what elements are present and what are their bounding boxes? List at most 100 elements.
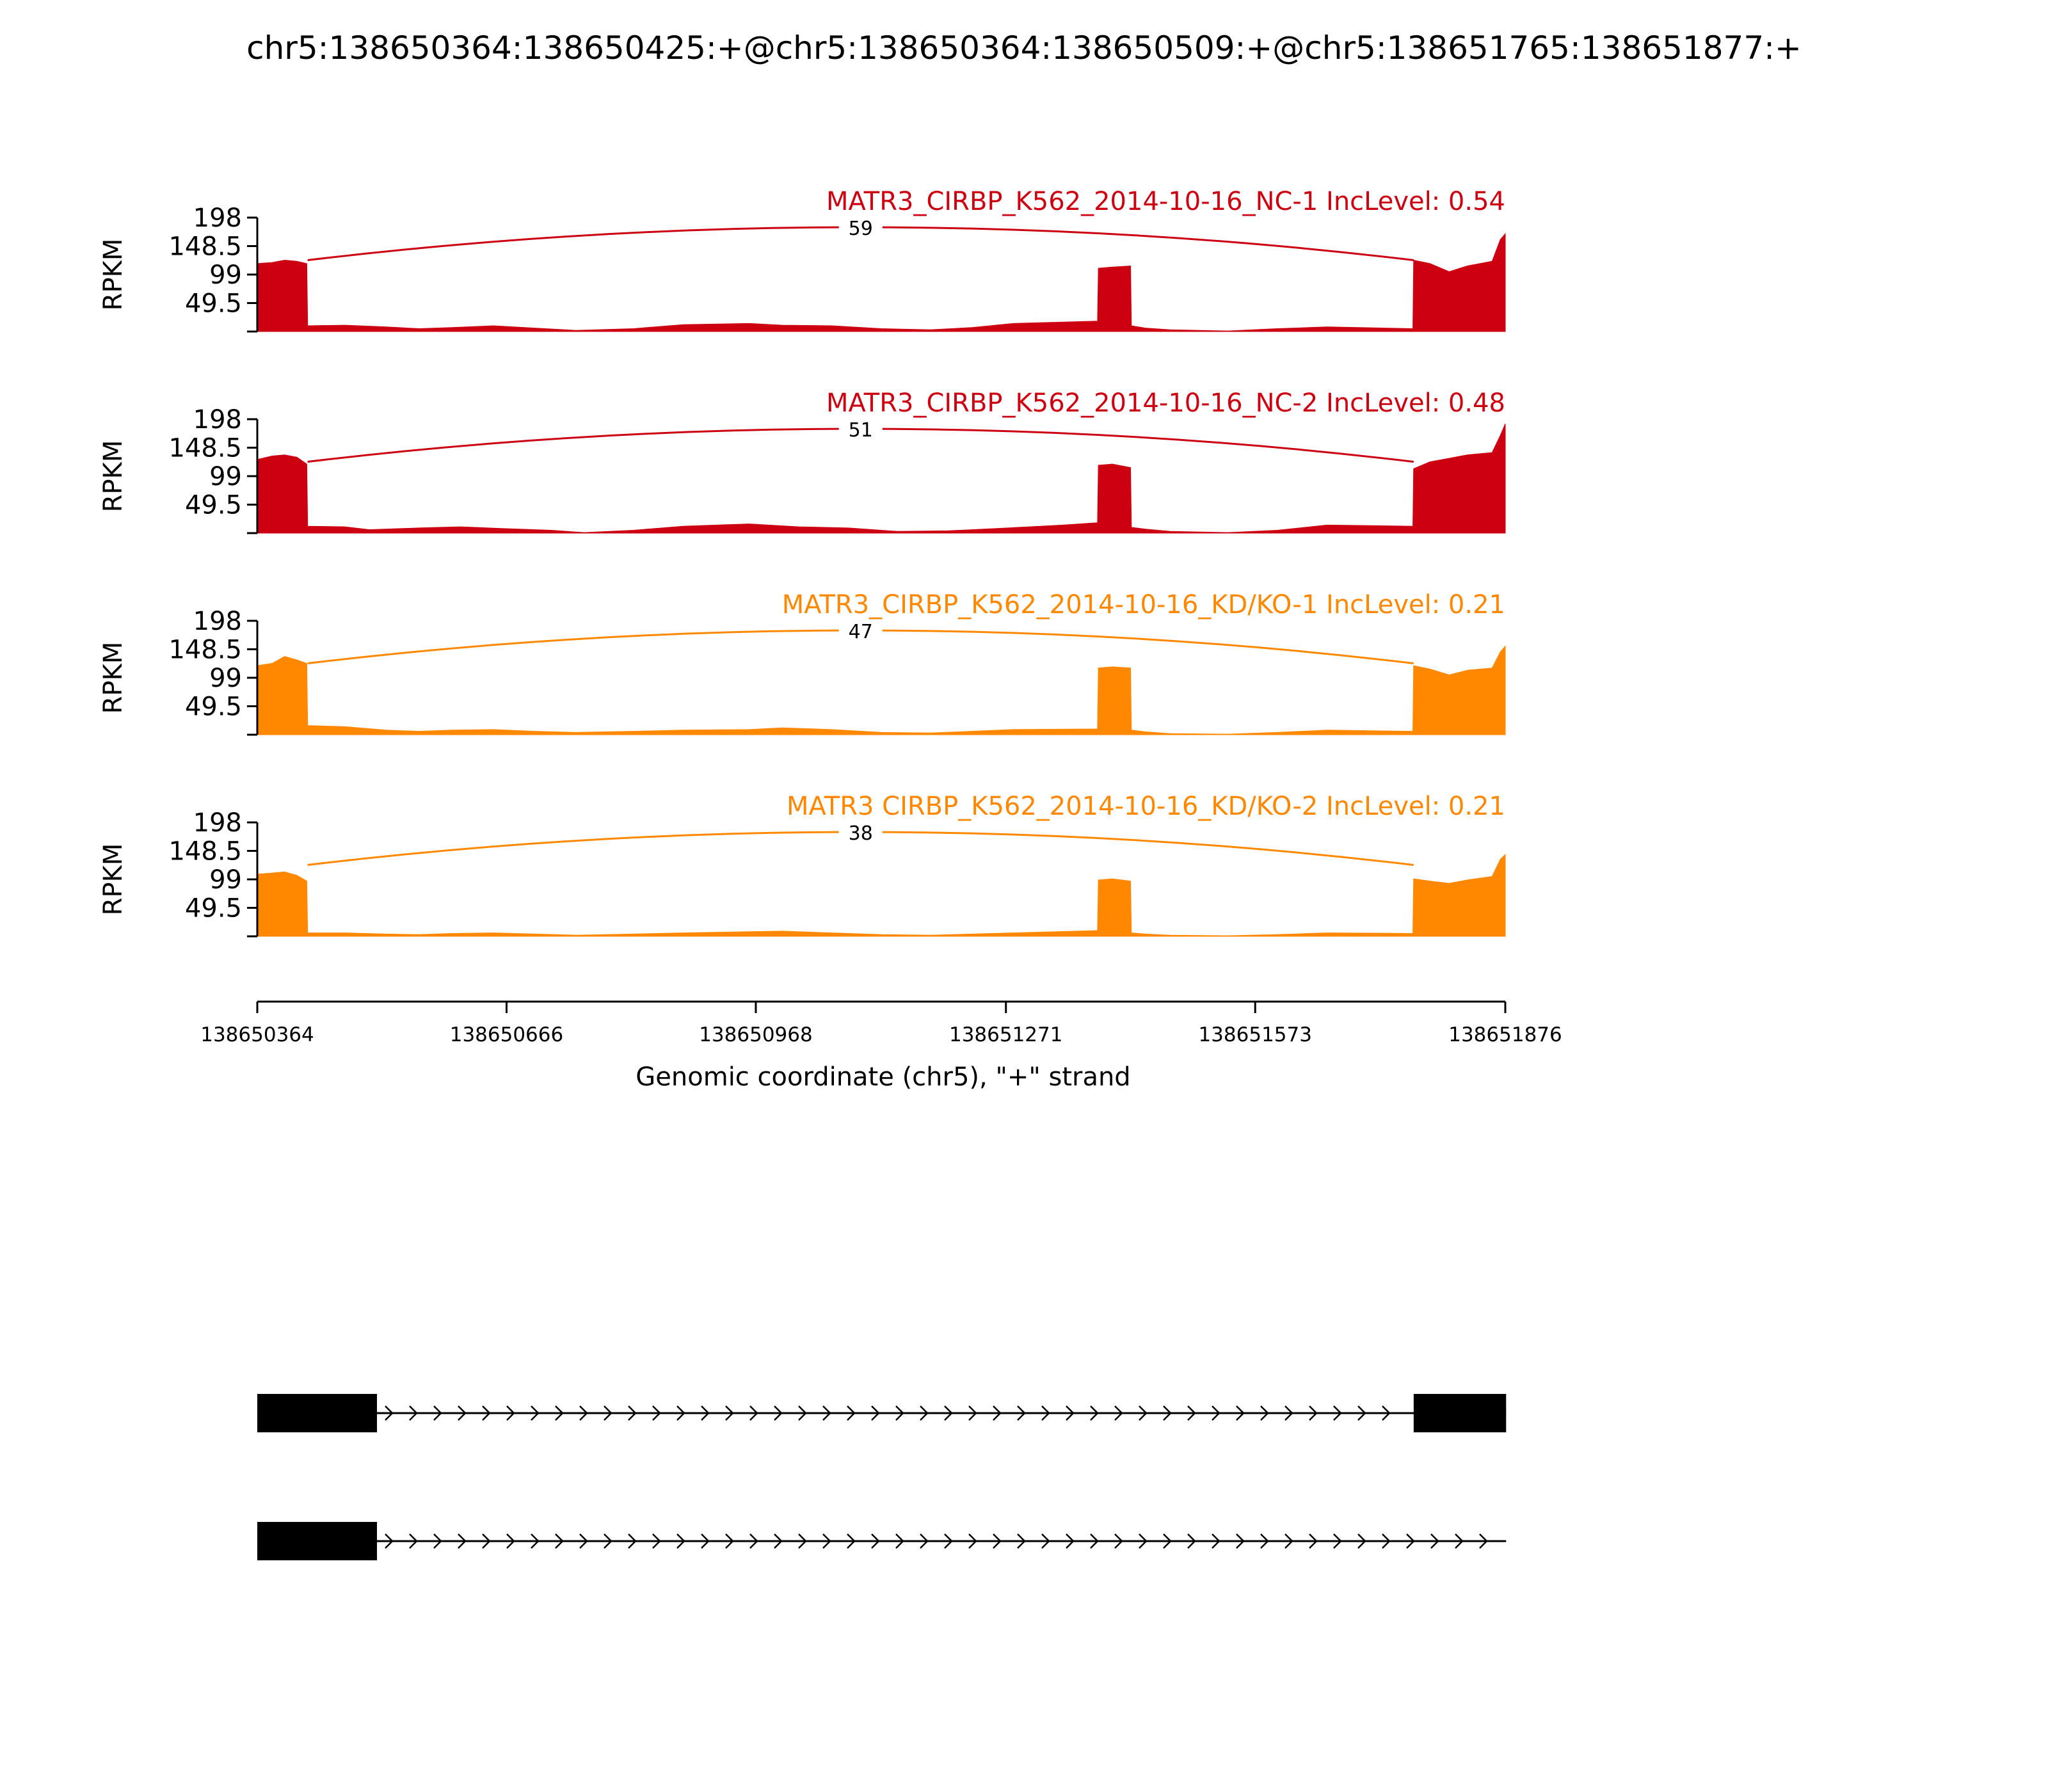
strand-chevron	[458, 1405, 467, 1421]
strand-chevron	[1114, 1533, 1123, 1549]
strand-chevron	[409, 1533, 418, 1549]
transcript-models	[257, 1394, 1507, 1560]
strand-chevron	[847, 1533, 856, 1549]
strand-chevron	[1309, 1405, 1318, 1421]
strand-chevron	[676, 1405, 685, 1421]
strand-chevron	[1382, 1405, 1391, 1421]
y-tick-label: 49.5	[185, 894, 242, 924]
x-tick-label: 138650666	[450, 1023, 564, 1046]
y-axis-label: RPKM	[99, 642, 128, 714]
y-tick-label: 198	[193, 405, 242, 435]
strand-chevron	[774, 1405, 783, 1421]
strand-chevron	[993, 1405, 1002, 1421]
strand-chevron	[433, 1405, 442, 1421]
y-tick-label: 198	[193, 204, 242, 233]
strand-chevron	[579, 1533, 588, 1549]
strand-chevron	[1333, 1405, 1342, 1421]
junction-count-box	[838, 820, 883, 844]
strand-chevron	[871, 1533, 880, 1549]
strand-chevron	[482, 1405, 491, 1421]
strand-chevron	[1479, 1533, 1488, 1549]
strand-chevron	[1187, 1405, 1196, 1421]
strand-chevron	[1406, 1533, 1415, 1549]
strand-chevron	[725, 1405, 734, 1421]
junction-count: 38	[849, 822, 873, 845]
strand-chevron	[433, 1533, 442, 1549]
strand-chevron	[968, 1533, 977, 1549]
exon-block	[257, 1522, 378, 1560]
coverage-area	[257, 424, 1506, 534]
strand-chevron	[1260, 1533, 1269, 1549]
x-tick-label: 138651573	[1198, 1023, 1312, 1046]
coverage-area	[257, 645, 1506, 735]
strand-chevron	[1357, 1405, 1366, 1421]
junction-count-box	[838, 618, 883, 643]
strand-chevron	[1139, 1533, 1148, 1549]
strand-chevron	[944, 1533, 953, 1549]
strand-chevron	[1066, 1405, 1075, 1421]
strand-chevron	[506, 1533, 515, 1549]
strand-chevron	[1236, 1405, 1245, 1421]
strand-chevron	[1309, 1533, 1318, 1549]
strand-chevron	[628, 1533, 637, 1549]
y-tick-label: 148.5	[168, 636, 242, 665]
strand-chevron	[798, 1405, 807, 1421]
y-tick-label: 148.5	[168, 434, 242, 463]
transcript-2	[257, 1522, 1507, 1560]
strand-chevron	[1041, 1405, 1050, 1421]
strand-chevron	[1090, 1405, 1099, 1421]
x-tick-label: 138650968	[699, 1023, 813, 1046]
strand-chevron	[749, 1405, 758, 1421]
junction-count: 51	[849, 419, 873, 442]
exon-block	[1413, 1394, 1507, 1432]
strand-chevron	[506, 1405, 515, 1421]
strand-chevron	[701, 1405, 710, 1421]
strand-chevron	[968, 1405, 977, 1421]
strand-chevron	[1357, 1533, 1366, 1549]
strand-chevron	[1284, 1533, 1293, 1549]
x-tick-label: 138651271	[949, 1023, 1063, 1046]
coverage-area	[257, 232, 1506, 332]
strand-chevron	[774, 1533, 783, 1549]
strand-chevron	[1041, 1533, 1050, 1549]
exon-block	[257, 1394, 378, 1432]
coverage-area	[257, 854, 1506, 937]
strand-chevron	[531, 1405, 540, 1421]
strand-chevron	[531, 1533, 540, 1549]
strand-chevron	[1212, 1405, 1220, 1421]
y-tick-label: 198	[193, 808, 242, 838]
y-tick-label: 148.5	[168, 837, 242, 867]
strand-chevron	[895, 1405, 904, 1421]
strand-chevron	[676, 1533, 685, 1549]
strand-chevron	[1163, 1533, 1172, 1549]
strand-chevron	[1114, 1405, 1123, 1421]
y-tick-label: 99	[209, 260, 242, 290]
strand-chevron	[1455, 1533, 1464, 1549]
strand-chevron	[1017, 1405, 1026, 1421]
junction-count-box	[838, 215, 883, 239]
strand-chevron	[1090, 1533, 1099, 1549]
strand-chevron	[822, 1533, 831, 1549]
junction-count: 59	[849, 218, 873, 240]
strand-chevron	[1430, 1533, 1439, 1549]
strand-chevron	[409, 1405, 418, 1421]
y-tick-label: 49.5	[185, 692, 242, 722]
strand-chevron	[385, 1405, 394, 1421]
series-label: MATR3_CIRBP_K562_2014-10-16_NC-2 IncLeve…	[826, 388, 1505, 418]
strand-chevron	[920, 1533, 929, 1549]
x-tick-label: 138650364	[200, 1023, 314, 1046]
strand-chevron	[798, 1533, 807, 1549]
strand-chevron	[555, 1405, 564, 1421]
strand-chevron	[1066, 1533, 1075, 1549]
strand-chevron	[1163, 1405, 1172, 1421]
strand-chevron	[920, 1405, 929, 1421]
strand-chevron	[822, 1405, 831, 1421]
strand-chevron	[385, 1533, 394, 1549]
strand-chevron	[725, 1533, 734, 1549]
strand-chevron	[555, 1533, 564, 1549]
strand-chevron	[749, 1533, 758, 1549]
y-tick-label: 99	[209, 664, 242, 693]
